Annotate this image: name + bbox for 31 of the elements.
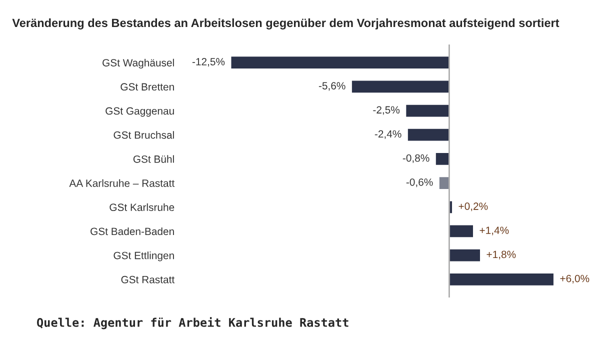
bar	[404, 103, 450, 118]
data-label: -0,8%	[402, 154, 430, 163]
y-tick-label: GSt Bretten	[120, 83, 174, 91]
bar	[448, 248, 482, 263]
bar	[438, 176, 450, 190]
y-tick-label: GSt Bruchsal	[114, 131, 174, 139]
bar	[350, 79, 450, 94]
data-label: -0,6%	[406, 178, 433, 188]
y-tick-label: GSt Bühl	[133, 155, 174, 163]
y-tick-label: GSt Waghäusel	[102, 58, 174, 69]
data-label: -2,4%	[374, 130, 402, 139]
y-tick-label: GSt Ettlingen	[114, 252, 174, 262]
data-label: +0,2%	[458, 202, 488, 212]
data-label: -12,5%	[192, 58, 225, 67]
y-tick-label: GSt Karlsruhe	[110, 203, 174, 212]
data-label: -5,6%	[318, 82, 346, 91]
y-tick-label: AA Karlsruhe – Rastatt	[69, 179, 175, 187]
bar	[448, 224, 474, 239]
data-label: +1,4%	[480, 226, 509, 236]
data-label: +6,0%	[560, 274, 590, 284]
data-label: +1,8%	[486, 250, 516, 260]
y-tick-label: GSt Gaggenau	[106, 107, 174, 117]
bar	[434, 152, 450, 166]
bar	[406, 128, 450, 142]
bar	[230, 55, 450, 70]
y-tick-label: GSt Baden-Baden	[90, 227, 174, 236]
source-note: Quelle: Agentur für Arbeit Karlsruhe Rastatt	[37, 317, 348, 330]
data-label: -2,5%	[373, 106, 400, 115]
y-tick-label: GSt Rastatt	[121, 276, 175, 284]
chart-title: Veränderung des Bestandes an Arbeitslosen gegenüber dem Vorjahresmonat aufsteigend sortiert	[12, 18, 560, 30]
bar	[448, 272, 555, 287]
